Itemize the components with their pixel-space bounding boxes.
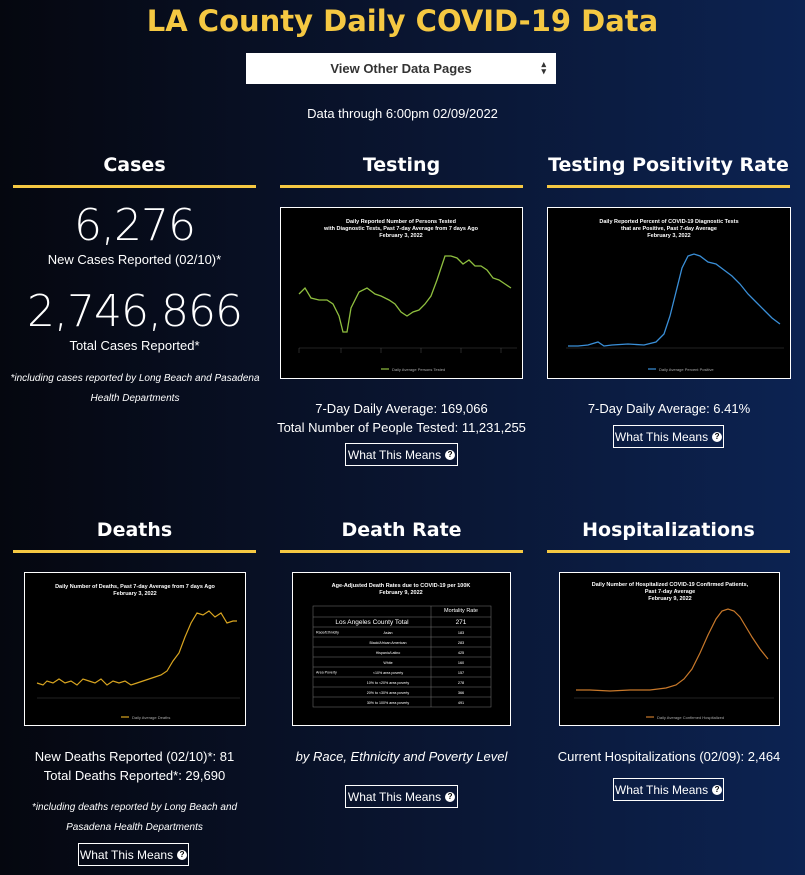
death-rate-row-label: <10% area poverty: [373, 671, 403, 675]
testing-chart-title-1: Daily Reported Number of Persons Tested: [346, 219, 456, 225]
deaths-heading: Deaths: [96, 519, 173, 541]
death-rate-title-2: February 9, 2022: [379, 590, 422, 596]
testing-chart[interactable]: Daily Reported Number of Persons Tested …: [280, 207, 523, 379]
what-this-means-label: What This Means: [614, 782, 709, 797]
testing-line: [298, 255, 512, 333]
new-cases-label: New Cases Reported (02/10)*: [47, 252, 222, 267]
hospital-chart-title-3: February 9, 2022: [648, 596, 691, 602]
deaths-footnote: *including deaths reported by Long Beach…: [0, 798, 269, 838]
total-cases-value: 2,746,866: [27, 286, 243, 337]
positivity-chart[interactable]: Daily Reported Percent of COVID-19 Diagn…: [547, 207, 791, 379]
death-rate-row-label: White: [383, 661, 392, 665]
death-rate-row-value: 160: [458, 661, 464, 665]
death-rate-row-label: Los Angeles County Total: [335, 619, 409, 626]
mortality-col-header: Mortality Rate: [444, 608, 478, 614]
death-rate-row-value: 366: [458, 691, 464, 695]
deaths-new: New Deaths Reported (02/10)*: 81: [34, 749, 235, 764]
cases-footnote: *including cases reported by Long Beach …: [5, 369, 265, 409]
cases-footnote-line2: Health Departments: [90, 393, 180, 404]
deaths-chart[interactable]: Daily Number of Deaths, Past 7-day Avera…: [24, 572, 246, 726]
death-rate-row-value: 183: [458, 631, 464, 635]
hospital-what-this-means-button[interactable]: What This Means?: [613, 778, 724, 801]
testing-total: Total Number of People Tested: 11,231,25…: [277, 420, 526, 435]
hospital-chart[interactable]: Daily Number of Hospitalized COVID-19 Co…: [559, 572, 780, 726]
cases-heading: Cases: [103, 154, 166, 176]
death-rate-group-label: Race/Ethnicity: [316, 631, 339, 635]
question-icon: ?: [712, 431, 723, 442]
death-rate-subtitle: by Race, Ethnicity and Poverty Level: [295, 749, 508, 764]
hospital-chart-title-1: Daily Number of Hospitalized COVID-19 Co…: [592, 582, 749, 588]
cases-divider: [13, 185, 256, 188]
data-through-text: Data through 6:00pm 02/09/2022: [307, 106, 498, 121]
death-rate-divider: [280, 550, 523, 553]
deaths-divider: [13, 550, 256, 553]
question-icon: ?: [712, 784, 723, 795]
positivity-chart-title-1: Daily Reported Percent of COVID-19 Diagn…: [599, 219, 738, 225]
deaths-footnote-line2: Pasadena Health Departments: [66, 822, 203, 833]
deaths-footnote-line1: *including deaths reported by Long Beach…: [31, 802, 238, 813]
death-rate-row-label: 10% to <20% area poverty: [367, 681, 410, 685]
chevron-up-down-icon: ▴ ▾: [541, 59, 546, 76]
death-rate-row-label: Black/African American: [370, 641, 407, 645]
testing-what-this-means-button[interactable]: What This Means?: [345, 443, 458, 466]
testing-heading: Testing: [362, 154, 441, 176]
what-this-means-label: What This Means: [79, 847, 174, 862]
death-rate-row-value: 271: [456, 619, 467, 626]
hospital-legend: Daily Average Confirmed Hospitalized: [657, 715, 724, 720]
deaths-line: [36, 610, 237, 686]
death-rate-heading: Death Rate: [341, 519, 462, 541]
question-icon: ?: [445, 791, 456, 802]
death-rate-row-value: 425: [458, 651, 464, 655]
hospital-line: [576, 608, 769, 692]
page-title: LA County Daily COVID-19 Data: [146, 4, 659, 38]
death-rate-row-label: 20% to <30% area poverty: [367, 691, 410, 695]
death-rate-row-label: Asian: [384, 631, 393, 635]
death-rate-title-1: Age-Adjusted Death Rates due to COVID-19…: [332, 583, 471, 589]
hospital-chart-title-2: Past 7-day Average: [645, 589, 695, 595]
hospital-heading: Hospitalizations: [582, 519, 755, 541]
what-this-means-label: What This Means: [614, 429, 709, 444]
deaths-chart-title-1: Daily Number of Deaths, Past 7-day Avera…: [55, 584, 215, 590]
hospital-divider: [547, 550, 790, 553]
positivity-line: [568, 253, 781, 347]
death-rate-row-value: 157: [458, 671, 464, 675]
positivity-what-this-means-button[interactable]: What This Means?: [613, 425, 724, 448]
testing-legend: Daily Average Persons Tested: [392, 367, 445, 372]
death-rate-row-label: Hispanic/Latino: [376, 651, 401, 655]
death-rate-row-value: 283: [458, 641, 464, 645]
hospital-current: Current Hospitalizations (02/09): 2,464: [557, 749, 781, 764]
testing-chart-title-3: February 3, 2022: [379, 233, 422, 239]
death-rate-row-label: 30% to 100% area poverty: [367, 701, 410, 705]
positivity-chart-title-2: that are Positive, Past 7-day Average: [621, 226, 717, 232]
total-cases-label: Total Cases Reported*: [69, 338, 200, 353]
dropdown-label: View Other Data Pages: [330, 61, 472, 76]
positivity-avg: 7-Day Daily Average: 6.41%: [587, 401, 751, 416]
death-rate-table-image[interactable]: Age-Adjusted Death Rates due to COVID-19…: [292, 572, 511, 726]
death-rate-group-label: Area Poverty: [316, 671, 337, 675]
positivity-chart-title-3: February 3, 2022: [647, 233, 690, 239]
death-rate-row-value: 491: [458, 701, 464, 705]
deaths-total: Total Deaths Reported*: 29,690: [43, 768, 226, 783]
positivity-legend: Daily Average Percent Positive: [659, 367, 714, 372]
deaths-chart-title-2: February 3, 2022: [113, 591, 156, 597]
positivity-heading: Testing Positivity Rate: [548, 154, 789, 176]
deaths-legend: Daily Average Deaths: [132, 715, 170, 720]
testing-divider: [280, 185, 523, 188]
positivity-divider: [547, 185, 790, 188]
death-rate-what-this-means-button[interactable]: What This Means?: [345, 785, 458, 808]
death-rate-row-value: 278: [458, 681, 464, 685]
testing-chart-title-2: with Diagnostic Tests, Past 7-day Averag…: [323, 226, 479, 232]
testing-avg: 7-Day Daily Average: 169,066: [315, 401, 488, 416]
data-pages-dropdown[interactable]: View Other Data Pages ▴ ▾: [246, 53, 556, 84]
question-icon: ?: [177, 849, 188, 860]
question-icon: ?: [445, 449, 456, 460]
cases-footnote-line1: *including cases reported by Long Beach …: [10, 373, 260, 384]
what-this-means-label: What This Means: [347, 789, 442, 804]
deaths-what-this-means-button[interactable]: What This Means?: [78, 843, 189, 866]
new-cases-value: 6,276: [74, 200, 196, 251]
what-this-means-label: What This Means: [347, 447, 442, 462]
